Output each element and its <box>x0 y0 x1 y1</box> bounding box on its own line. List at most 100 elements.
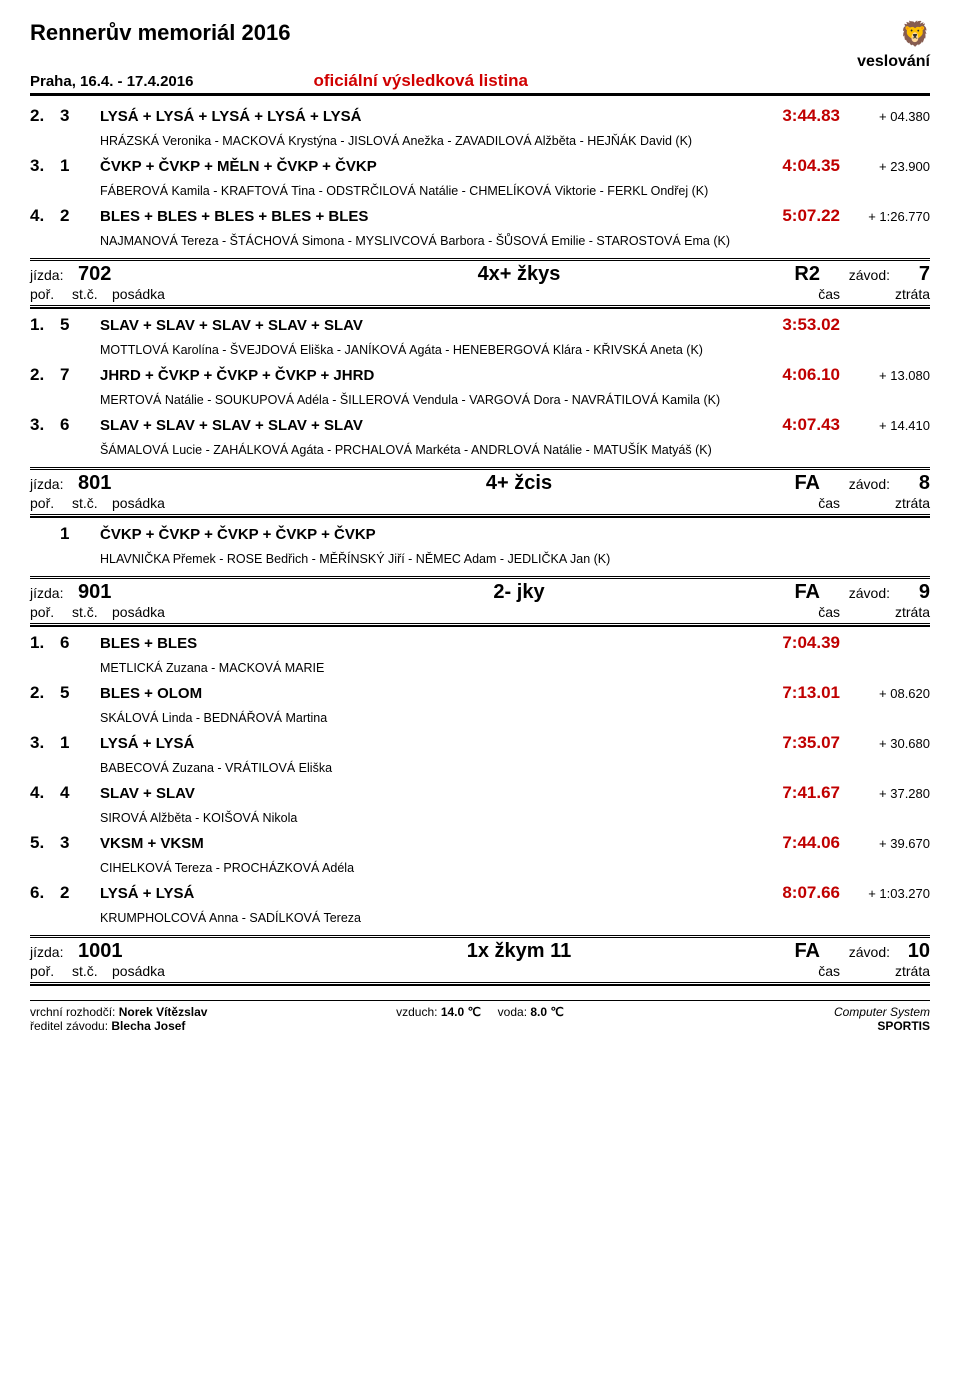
lane: 6 <box>60 633 100 653</box>
zavod-number: 8 <box>890 472 930 495</box>
result-row: 1. 5 SLAV + SLAV + SLAV + SLAV + SLAV 3:… <box>30 315 930 335</box>
event-name: 2- jky <box>338 581 700 604</box>
race-director-label: ředitel závodu: <box>30 1019 108 1033</box>
finish-time: 3:53.02 <box>750 315 840 335</box>
lane: 6 <box>60 415 100 435</box>
result-row: 2. 5 BLES + OLOM 7:13.01 + 08.620 <box>30 683 930 703</box>
lane: 3 <box>60 833 100 853</box>
crew-clubs: BLES + OLOM <box>100 685 750 702</box>
divider <box>30 622 930 626</box>
lane: 5 <box>60 315 100 335</box>
lane: 1 <box>60 733 100 753</box>
footer-credits: Computer System SPORTIS <box>630 1005 930 1033</box>
col-lane-hdr: st.č. <box>72 963 112 979</box>
result-row: 3. 6 SLAV + SLAV + SLAV + SLAV + SLAV 4:… <box>30 415 930 435</box>
race-phase: R2 <box>700 263 820 286</box>
jizda-number: 1001 <box>78 940 338 963</box>
race-director-name: Blecha Josef <box>111 1019 185 1033</box>
crew-names: MERTOVÁ Natálie - SOUKUPOVÁ Adéla - ŠILL… <box>100 393 930 407</box>
crew-clubs: SLAV + SLAV <box>100 785 750 802</box>
crew-clubs: JHRD + ČVKP + ČVKP + ČVKP + JHRD <box>100 367 750 384</box>
race-header: jízda: 702 4x+ žkys R2 závod: 7 poř. st.… <box>30 258 930 309</box>
footer-officials: vrchní rozhodčí: Norek Vítězslav ředitel… <box>30 1005 330 1033</box>
time-gap: + 08.620 <box>840 686 930 701</box>
place: 4. <box>30 206 60 226</box>
subheader: Praha, 16.4. - 17.4.2016 oficiální výsle… <box>30 71 930 96</box>
crew-names: SKÁLOVÁ Linda - BEDNÁŘOVÁ Martina <box>100 711 930 725</box>
zavod-number: 9 <box>890 581 930 604</box>
page-footer: vrchní rozhodčí: Norek Vítězslav ředitel… <box>30 1000 930 1033</box>
place: 3. <box>30 415 60 435</box>
col-lane-hdr: st.č. <box>72 604 112 620</box>
crew-clubs: SLAV + SLAV + SLAV + SLAV + SLAV <box>100 417 750 434</box>
jizda-number: 901 <box>78 581 338 604</box>
place: 3. <box>30 733 60 753</box>
col-gap-hdr: ztráta <box>840 963 930 979</box>
footer-weather: vzduch: 14.0 ℃ voda: 8.0 ℃ <box>330 1005 630 1033</box>
col-lane-hdr: st.č. <box>72 286 112 302</box>
federation-logo-icon: 🦁 <box>900 20 930 49</box>
finish-time: 7:44.06 <box>750 833 840 853</box>
finish-time: 4:07.43 <box>750 415 840 435</box>
divider <box>30 981 930 985</box>
finish-time: 4:06.10 <box>750 365 840 385</box>
col-crew-hdr: posádka <box>112 286 750 302</box>
result-row: 3. 1 LYSÁ + LYSÁ 7:35.07 + 30.680 <box>30 733 930 753</box>
air-temp-value: 14.0 ℃ <box>441 1005 481 1019</box>
race-phase: FA <box>700 472 820 495</box>
place: 4. <box>30 783 60 803</box>
crew-names: CIHELKOVÁ Tereza - PROCHÁZKOVÁ Adéla <box>100 861 930 875</box>
jizda-label: jízda: <box>30 585 78 601</box>
event-name: 1x žkym 11 <box>338 940 700 963</box>
race-header: jízda: 1001 1x žkym 11 FA závod: 10 poř.… <box>30 935 930 986</box>
place: 2. <box>30 683 60 703</box>
col-gap-hdr: ztráta <box>840 604 930 620</box>
official-label: oficiální výsledková listina <box>313 71 527 91</box>
col-time-hdr: čas <box>750 963 840 979</box>
crew-names: NAJMANOVÁ Tereza - ŠTÁCHOVÁ Simona - MYS… <box>100 234 930 248</box>
col-gap-hdr: ztráta <box>840 286 930 302</box>
finish-time: 8:07.66 <box>750 883 840 903</box>
date-location: Praha, 16.4. - 17.4.2016 <box>30 73 193 90</box>
crew-clubs: BLES + BLES <box>100 635 750 652</box>
col-place-hdr: poř. <box>30 604 72 620</box>
crew-clubs: ČVKP + ČVKP + ČVKP + ČVKP + ČVKP <box>100 526 750 543</box>
result-row: 6. 2 LYSÁ + LYSÁ 8:07.66 + 1:03.270 <box>30 883 930 903</box>
lane: 1 <box>60 524 100 544</box>
finish-time: 7:04.39 <box>750 633 840 653</box>
crew-names: SIROVÁ Alžběta - KOIŠOVÁ Nikola <box>100 811 930 825</box>
jizda-label: jízda: <box>30 267 78 283</box>
crew-clubs: ČVKP + ČVKP + MĚLN + ČVKP + ČVKP <box>100 158 750 175</box>
chief-referee-label: vrchní rozhodčí: <box>30 1005 115 1019</box>
col-place-hdr: poř. <box>30 963 72 979</box>
col-crew-hdr: posádka <box>112 495 750 511</box>
zavod-label: závod: <box>830 267 890 283</box>
col-gap-hdr: ztráta <box>840 495 930 511</box>
crew-names: METLICKÁ Zuzana - MACKOVÁ MARIE <box>100 661 930 675</box>
col-crew-hdr: posádka <box>112 963 750 979</box>
jizda-label: jízda: <box>30 476 78 492</box>
time-gap: + 23.900 <box>840 159 930 174</box>
crew-names: HLAVNIČKA Přemek - ROSE Bedřich - MĚŘÍNS… <box>100 552 930 566</box>
crew-names: ŠÁMALOVÁ Lucie - ZAHÁLKOVÁ Agáta - PRCHA… <box>100 443 930 457</box>
continued-results: 2. 3 LYSÁ + LYSÁ + LYSÁ + LYSÁ + LYSÁ 3:… <box>30 106 930 248</box>
crew-clubs: LYSÁ + LYSÁ <box>100 885 750 902</box>
zavod-label: závod: <box>830 476 890 492</box>
col-place-hdr: poř. <box>30 286 72 302</box>
col-crew-hdr: posádka <box>112 604 750 620</box>
time-gap: + 04.380 <box>840 109 930 124</box>
zavod-label: závod: <box>830 585 890 601</box>
place: 1. <box>30 633 60 653</box>
finish-time: 7:13.01 <box>750 683 840 703</box>
divider <box>30 513 930 517</box>
result-row: 2. 7 JHRD + ČVKP + ČVKP + ČVKP + JHRD 4:… <box>30 365 930 385</box>
time-gap: + 13.080 <box>840 368 930 383</box>
page-header: Rennerův memoriál 2016 🦁 veslování <box>30 20 930 71</box>
lane: 3 <box>60 106 100 126</box>
race-header: jízda: 901 2- jky FA závod: 9 poř. st.č.… <box>30 576 930 627</box>
col-time-hdr: čas <box>750 604 840 620</box>
race-header: jízda: 801 4+ žcis FA závod: 8 poř. st.č… <box>30 467 930 518</box>
crew-clubs: LYSÁ + LYSÁ + LYSÁ + LYSÁ + LYSÁ <box>100 108 750 125</box>
jizda-number: 702 <box>78 263 338 286</box>
lane: 7 <box>60 365 100 385</box>
